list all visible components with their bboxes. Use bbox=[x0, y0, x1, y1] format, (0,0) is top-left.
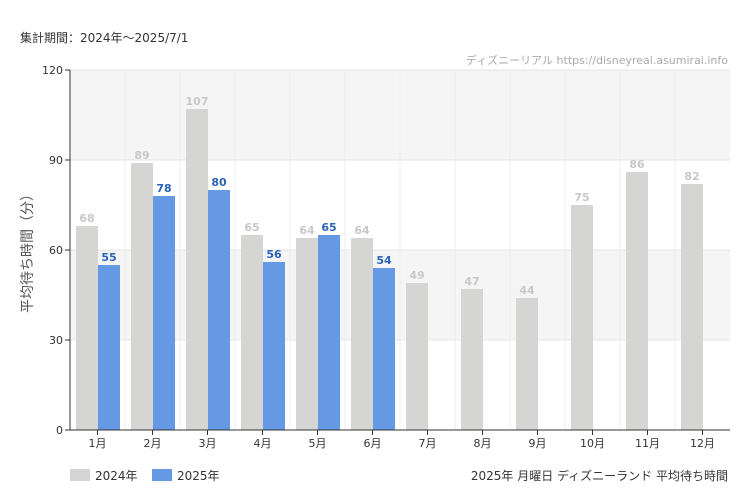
data-label: 75 bbox=[574, 191, 589, 204]
value-labels-layer: 68 55 89 78 107 80 65 56 64 65 64 54 49 47 44 75 86 82 bbox=[79, 95, 699, 297]
bar-2025 bbox=[318, 235, 340, 430]
y-tick-label: 120 bbox=[42, 64, 63, 77]
bar-2024 bbox=[186, 109, 208, 430]
data-label: 89 bbox=[134, 149, 149, 162]
x-tick-label: 6月 bbox=[364, 437, 382, 450]
bar-2025 bbox=[153, 196, 175, 430]
x-tick-label: 2月 bbox=[144, 437, 162, 450]
legend-label: 2025年 bbox=[177, 469, 220, 483]
y-axis-title: 平均待ち時間（分） bbox=[20, 187, 36, 313]
y-tick-label: 30 bbox=[49, 334, 63, 347]
bar-2024 bbox=[406, 283, 428, 430]
data-label: 56 bbox=[266, 248, 282, 261]
chart-caption: 2025年 月曜日 ディズニーランド 平均待ち時間 bbox=[471, 468, 728, 483]
bar-2024 bbox=[516, 298, 538, 430]
x-tick-label: 9月 bbox=[529, 437, 547, 450]
x-tick-label: 7月 bbox=[419, 437, 437, 450]
y-tick-label: 60 bbox=[49, 244, 63, 257]
bar-2025 bbox=[208, 190, 230, 430]
bar-2024 bbox=[681, 184, 703, 430]
bar-2024 bbox=[296, 238, 318, 430]
data-label: 68 bbox=[79, 212, 94, 225]
y-tick-label: 0 bbox=[56, 424, 63, 437]
data-label: 64 bbox=[299, 224, 315, 237]
data-label: 65 bbox=[244, 221, 259, 234]
x-tick-label: 5月 bbox=[309, 437, 327, 450]
x-tick-label: 4月 bbox=[254, 437, 272, 450]
bar-2025 bbox=[373, 268, 395, 430]
period-label: 集計期間：2024年～2025/7/1 bbox=[20, 30, 188, 45]
data-label: 82 bbox=[684, 170, 699, 183]
data-label: 54 bbox=[376, 254, 392, 267]
y-tick-label: 90 bbox=[49, 154, 63, 167]
bar-2025 bbox=[263, 262, 285, 430]
x-tick-label: 1月 bbox=[89, 437, 107, 450]
x-tick-label: 10月 bbox=[580, 437, 605, 450]
data-label: 44 bbox=[519, 284, 535, 297]
x-tick-label: 8月 bbox=[474, 437, 492, 450]
bars-layer bbox=[76, 109, 703, 430]
bar-2024 bbox=[131, 163, 153, 430]
legend-label: 2024年 bbox=[95, 469, 138, 483]
data-label: 80 bbox=[211, 176, 227, 189]
data-label: 65 bbox=[321, 221, 336, 234]
legend: 2024年 2025年 bbox=[70, 469, 220, 483]
bar-2024 bbox=[461, 289, 483, 430]
data-label: 107 bbox=[186, 95, 209, 108]
data-label: 78 bbox=[156, 182, 171, 195]
data-label: 64 bbox=[354, 224, 370, 237]
bar-2024 bbox=[351, 238, 373, 430]
bar-2024 bbox=[241, 235, 263, 430]
data-label: 86 bbox=[629, 158, 645, 171]
grid-lines bbox=[70, 69, 730, 430]
legend-swatch bbox=[152, 469, 172, 481]
legend-swatch bbox=[70, 469, 90, 481]
x-tick-label: 11月 bbox=[635, 437, 660, 450]
bar-2025 bbox=[98, 265, 120, 430]
axes-layer: 0 30 60 90 120 1月 2月 3月 4月 5月 6月 7月 8月 9月 10月 11月 12月 bbox=[42, 64, 730, 450]
bar-2024 bbox=[76, 226, 98, 430]
data-label: 55 bbox=[101, 251, 116, 264]
x-tick-label: 12月 bbox=[690, 437, 715, 450]
bar-2024 bbox=[571, 205, 593, 430]
credit-text: ディズニーリアル https://disneyreal.asumirai.inf… bbox=[466, 53, 728, 67]
data-label: 47 bbox=[464, 275, 479, 288]
x-tick-label: 3月 bbox=[199, 437, 217, 450]
bar-2024 bbox=[626, 172, 648, 430]
data-label: 49 bbox=[409, 269, 424, 282]
